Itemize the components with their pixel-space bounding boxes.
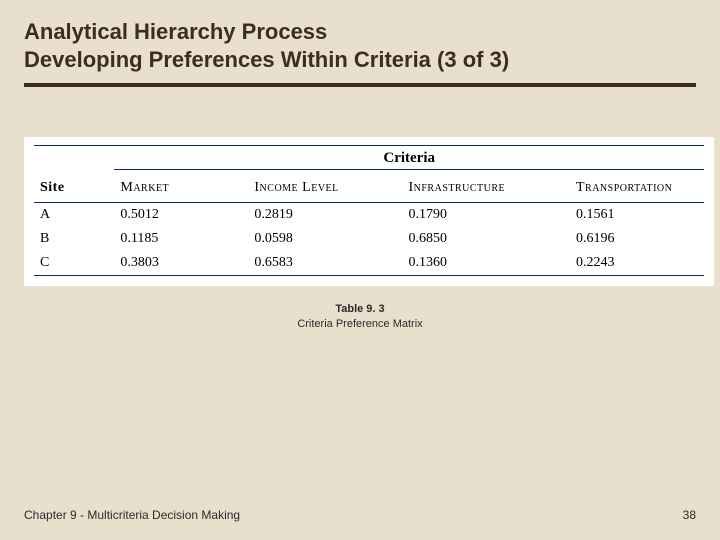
col-income-level: Income Level (248, 174, 402, 203)
title-line-2: Developing Preferences Within Criteria (… (24, 46, 696, 74)
col-market: Market (114, 174, 248, 203)
cell-value: 0.2243 (570, 251, 704, 276)
footer-page-number: 38 (683, 508, 696, 522)
criteria-table-container: Criteria Site Market Income Level Infras… (24, 137, 714, 286)
slide: Analytical Hierarchy Process Developing … (0, 0, 720, 540)
criteria-preference-table: Criteria Site Market Income Level Infras… (34, 145, 704, 276)
slide-title: Analytical Hierarchy Process Developing … (24, 18, 696, 87)
table-row: B 0.1185 0.0598 0.6850 0.6196 (34, 227, 704, 251)
table-row: A 0.5012 0.2819 0.1790 0.1561 (34, 203, 704, 228)
col-site: Site (34, 174, 114, 203)
cell-value: 0.5012 (114, 203, 248, 228)
caption-title: Table 9. 3 (335, 303, 384, 315)
cell-value: 0.3803 (114, 251, 248, 276)
cell-value: 0.2819 (248, 203, 402, 228)
slide-footer: Chapter 9 - Multicriteria Decision Makin… (24, 508, 696, 522)
caption-subtitle: Criteria Preference Matrix (297, 318, 422, 330)
cell-value: 0.6850 (402, 227, 570, 251)
table-row: C 0.3803 0.6583 0.1360 0.2243 (34, 251, 704, 276)
table-column-headers: Site Market Income Level Infrastructure … (34, 174, 704, 203)
footer-chapter: Chapter 9 - Multicriteria Decision Makin… (24, 508, 240, 522)
cell-value: 0.6196 (570, 227, 704, 251)
cell-value: 0.1360 (402, 251, 570, 276)
cell-site: A (34, 203, 114, 228)
col-infrastructure: Infrastructure (402, 174, 570, 203)
cell-site: C (34, 251, 114, 276)
cell-value: 0.6583 (248, 251, 402, 276)
cell-value: 0.0598 (248, 227, 402, 251)
cell-value: 0.1790 (402, 203, 570, 228)
title-line-1: Analytical Hierarchy Process (24, 18, 696, 46)
cell-value: 0.1185 (114, 227, 248, 251)
table-caption: Table 9. 3 Criteria Preference Matrix (24, 302, 696, 332)
col-transportation: Transportation (570, 174, 704, 203)
cell-value: 0.1561 (570, 203, 704, 228)
criteria-spanner-label: Criteria (383, 150, 435, 166)
table-spanner-row: Criteria (34, 146, 704, 174)
cell-site: B (34, 227, 114, 251)
